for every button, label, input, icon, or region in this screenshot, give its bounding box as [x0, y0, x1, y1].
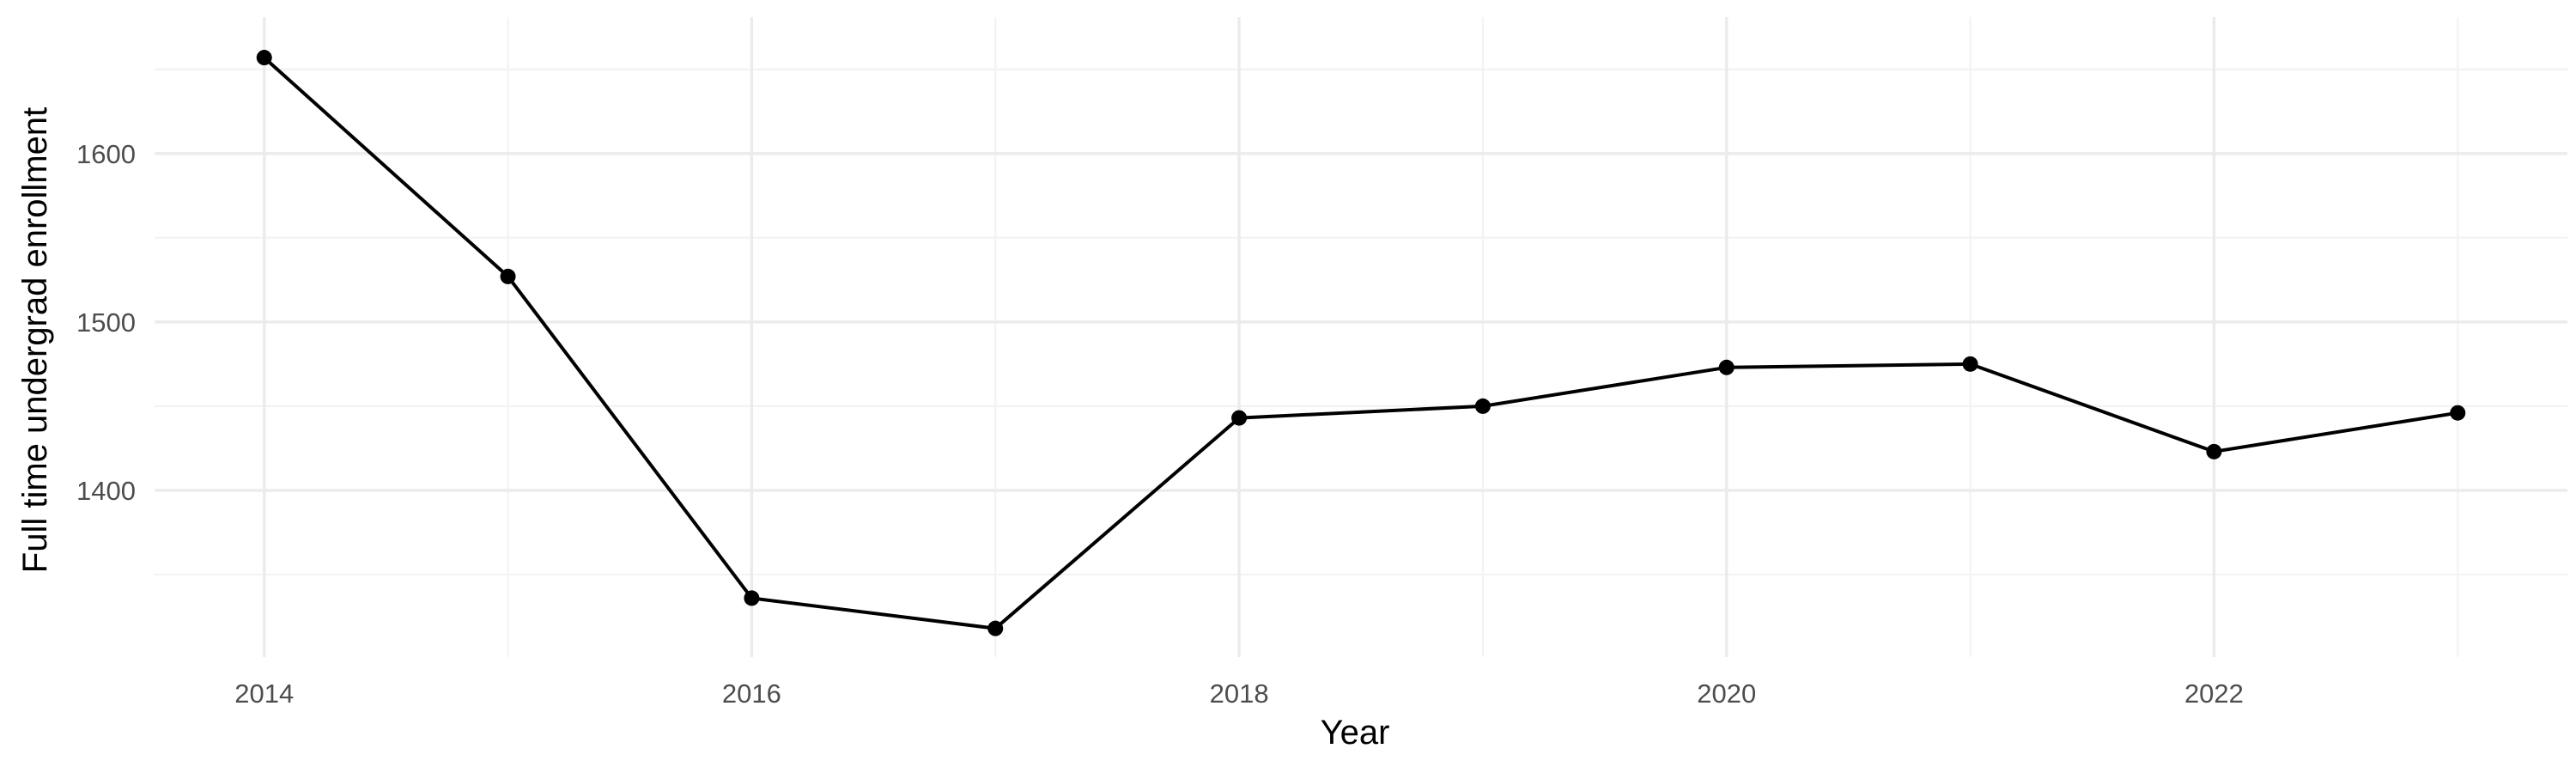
data-point-2015: [500, 268, 516, 284]
series-layer: [262, 56, 2460, 630]
data-point-2023: [2450, 405, 2466, 421]
data-point-2017: [987, 620, 1004, 636]
data-point-2020: [1718, 359, 1735, 375]
x-tick-label: 2022: [2184, 679, 2244, 709]
x-tick-label: 2020: [1697, 679, 1756, 709]
y-tick-label: 1400: [76, 476, 136, 506]
x-axis-tick-labels: 2014 2016 2018 2020 2022: [234, 679, 2244, 709]
x-tick-label: 2016: [722, 679, 781, 709]
grid: [155, 17, 2567, 657]
y-tick-label: 1600: [76, 139, 136, 169]
data-point-2018: [1231, 410, 1248, 426]
points-layer: [256, 50, 2466, 636]
y-axis-title: Full time undergrad enrollment: [16, 107, 54, 573]
series-line: [262, 56, 2460, 630]
x-axis-title: Year: [1321, 714, 1390, 752]
data-point-2016: [744, 590, 760, 606]
x-tick-label: 2014: [234, 679, 294, 709]
y-tick-label: 1500: [76, 307, 136, 338]
data-point-2021: [1962, 356, 1978, 372]
data-point-2014: [256, 50, 272, 66]
x-tick-label: 2018: [1210, 679, 1269, 709]
data-point-2019: [1474, 398, 1491, 414]
data-point-2022: [2206, 443, 2222, 460]
y-axis-tick-labels: 1400 1500 1600: [76, 139, 136, 506]
